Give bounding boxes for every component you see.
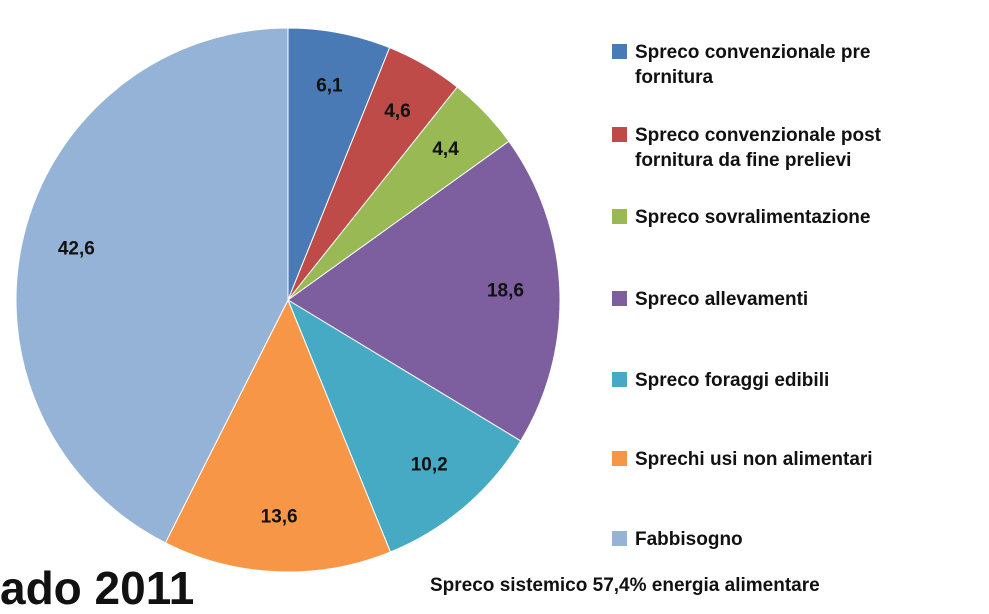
- pie-slice: [164, 298, 392, 573]
- legend-item: Spreco sovralimentazione: [612, 205, 942, 230]
- legend-swatch: [612, 451, 627, 466]
- annotation: Spreco sistemico 57,4% energia alimentar…: [430, 575, 820, 596]
- legend-swatch: [612, 127, 627, 142]
- data-label: 4,4: [432, 139, 459, 160]
- data-label: 13,6: [261, 506, 298, 527]
- pie-slice: [287, 140, 561, 442]
- legend-item: Fabbisogno: [612, 527, 942, 552]
- legend-label: Spreco allevamenti: [635, 289, 809, 310]
- legend-label: Spreco convenzionale pre fornitura: [635, 42, 871, 88]
- legend-item: Spreco allevamenti: [612, 287, 942, 312]
- data-label: 6,1: [316, 75, 343, 96]
- legend-label: Fabbisogno: [635, 529, 743, 550]
- legend-label: Spreco convenzionale post fornitura da f…: [635, 125, 881, 171]
- annotation-fragment: ado 2011: [0, 562, 195, 614]
- legend-swatch: [612, 531, 627, 546]
- legend-item: Sprechi usi non alimentari: [612, 447, 942, 472]
- legend-label: Spreco foraggi edibili: [635, 370, 830, 391]
- legend-swatch: [612, 209, 627, 224]
- data-label: 10,2: [411, 455, 448, 476]
- pie-slice: [286, 298, 522, 553]
- pie-slice: [15, 27, 289, 544]
- legend-label: Spreco sovralimentazione: [635, 207, 871, 228]
- legend-item: Spreco foraggi edibili: [612, 368, 942, 393]
- data-label: 18,6: [487, 280, 524, 301]
- chart: 6,1 4,6 4,4 18,6 10,2 13,6 42,6: [15, 27, 561, 573]
- legend-swatch: [612, 372, 627, 387]
- legend-label: Sprechi usi non alimentari: [635, 449, 873, 470]
- legend-item: Spreco convenzionale post fornitura da f…: [612, 123, 942, 173]
- legend-swatch: [612, 44, 627, 59]
- legend-swatch: [612, 291, 627, 306]
- data-label: 4,6: [384, 101, 410, 122]
- legend-item: Spreco convenzionale pre fornitura: [612, 40, 942, 90]
- data-label: 42,6: [58, 239, 95, 260]
